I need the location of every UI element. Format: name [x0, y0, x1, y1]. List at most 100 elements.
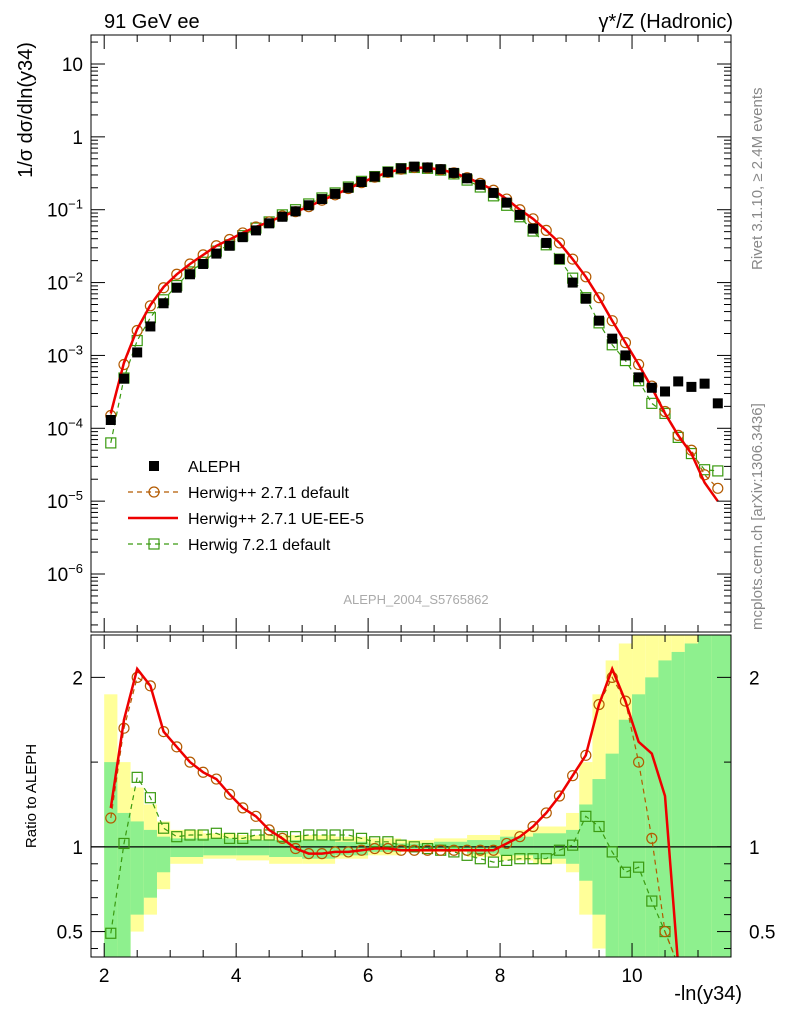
header-right: γ*/Z (Hadronic)	[599, 11, 733, 33]
main-point-aleph	[145, 321, 156, 332]
ratio-line-herwig-7-2-1-default	[110, 775, 676, 957]
ratio-y-tick-label-right: 0.5	[749, 923, 775, 944]
main-point-aleph	[264, 218, 275, 229]
x-tick-label: 10	[621, 966, 642, 987]
ratio-point-herwig-7-2-1-default	[527, 853, 539, 865]
main-point-aleph	[541, 237, 552, 248]
main-point-aleph	[712, 398, 723, 409]
main-point-herwig-2-7-1-default	[633, 358, 645, 371]
main-point-aleph	[580, 293, 591, 304]
main-point-aleph	[501, 197, 512, 208]
uncertainty-band-inner	[645, 677, 659, 957]
main-point-aleph	[343, 182, 354, 193]
ratio-point-herwig-7-2-1-default	[118, 837, 130, 850]
ratio-point-herwig-7-2-1-default	[289, 831, 302, 843]
ratio-point-herwig-2-7-1-default	[105, 812, 117, 824]
ratio-point-herwig-7-2-1-default	[316, 829, 328, 841]
main-point-aleph	[699, 378, 710, 389]
main-point-aleph	[422, 162, 433, 173]
uncertainty-band-inner	[170, 838, 204, 858]
main-point-aleph	[607, 333, 618, 344]
ratio-point-herwig-7-2-1-default	[553, 844, 566, 856]
uncertainty-band-inner	[711, 635, 731, 957]
main-point-herwig-2-7-1-default	[659, 405, 671, 418]
ratio-point-herwig-7-2-1-default	[593, 820, 605, 833]
ratio-point-herwig-2-7-1-default	[210, 773, 222, 785]
main-point-aleph	[660, 386, 671, 397]
main-point-aleph	[224, 240, 235, 251]
main-series-herwig-7-2-1-default	[105, 161, 724, 477]
ratio-point-herwig-7-2-1-default	[223, 832, 236, 844]
ratio-point-herwig-7-2-1-default	[355, 832, 368, 844]
main-point-aleph	[198, 258, 209, 269]
main-point-aleph	[554, 254, 565, 265]
main-line-herwig-2-7-1-default	[110, 166, 719, 489]
ratio-point-herwig-7-2-1-default	[540, 853, 552, 865]
ratio-point-herwig-2-7-1-default	[567, 770, 579, 782]
main-point-aleph	[303, 200, 314, 211]
uncertainty-band-inner	[698, 635, 712, 957]
ratio-point-herwig-7-2-1-default	[382, 836, 394, 848]
ratio-panel: 0.5 0.5 1 1 2 2 2 4 6 8 10 Ratio to ALEPH -ln(y34)	[23, 634, 775, 1005]
ratio-point-herwig-7-2-1-default	[369, 836, 381, 848]
ratio-y-tick-label-right: 2	[749, 668, 760, 689]
ratio-point-herwig-2-7-1-default	[197, 766, 209, 778]
legend-entry-herwig-7-2-1-default: Herwig 7.2.1 default	[128, 537, 331, 554]
main-point-herwig-2-7-1-default	[157, 282, 170, 294]
uncertainty-band-inner	[104, 762, 118, 957]
main-point-herwig-2-7-1-default	[672, 429, 684, 441]
ratio-point-herwig-7-2-1-default	[131, 771, 143, 783]
ratio-point-herwig-2-7-1-default	[157, 725, 170, 738]
main-point-herwig-2-7-1-default	[144, 300, 156, 312]
uncertainty-band-inner	[618, 719, 633, 957]
ratio-point-herwig-7-2-1-default	[105, 927, 117, 939]
ratio-series-group	[105, 665, 679, 957]
main-point-aleph	[488, 187, 499, 198]
x-tick-label: 6	[363, 966, 374, 987]
x-tick-label: 4	[231, 966, 242, 987]
main-point-aleph	[237, 232, 248, 243]
ratio-point-herwig-7-2-1-default	[250, 829, 262, 841]
legend-marker	[148, 538, 160, 550]
uncertainty-band-inner	[156, 836, 171, 873]
ratio-point-herwig-7-2-1-default	[567, 839, 579, 851]
main-point-aleph	[462, 173, 473, 184]
main-plot-frame	[90, 34, 732, 633]
main-point-herwig-7-2-1-default	[685, 447, 698, 460]
main-point-aleph	[382, 166, 393, 177]
uncertainty-band-inner	[605, 753, 619, 957]
uncertainty-band-inner	[130, 821, 144, 915]
ratio-point-herwig-2-7-1-default	[184, 756, 196, 768]
main-point-aleph	[396, 163, 407, 174]
main-y-tick-label: 1	[72, 128, 83, 149]
main-series-herwig-2-7-1-ue-ee-5	[109, 166, 719, 502]
main-y-axis-title: 1/σ dσ/dln(y34)	[15, 42, 37, 178]
ratio-point-herwig-7-2-1-default	[646, 895, 658, 907]
ratio-point-herwig-7-2-1-default	[342, 829, 354, 841]
main-point-aleph	[158, 298, 169, 309]
legend-entry-herwig-2-7-1-ue-ee-5: Herwig++ 2.7.1 UE-EE-5	[128, 511, 364, 528]
ratio-point-herwig-7-2-1-default	[606, 846, 618, 858]
ratio-point-herwig-7-2-1-default	[197, 829, 209, 841]
main-point-aleph	[409, 161, 420, 172]
main-point-aleph	[686, 381, 697, 392]
main-point-aleph	[448, 167, 459, 178]
uncertainty-band-inner	[632, 694, 646, 957]
ratio-y-tick-label-left: 2	[72, 668, 83, 689]
ratio-line-herwig-2-7-1-ue-ee-5	[109, 665, 679, 957]
ratio-point-herwig-7-2-1-default	[329, 829, 341, 841]
main-point-aleph	[277, 211, 288, 222]
legend-label: Herwig++ 2.7.1 UE-EE-5	[188, 511, 364, 528]
ratio-point-herwig-7-2-1-default	[408, 841, 420, 853]
main-point-aleph	[594, 315, 605, 326]
ratio-y-axis-title: Ratio to ALEPH	[23, 744, 40, 848]
main-point-aleph	[356, 177, 367, 188]
main-series-aleph	[105, 161, 723, 425]
main-point-aleph	[211, 248, 222, 259]
main-point-herwig-2-7-1-default	[567, 253, 579, 265]
main-point-herwig-2-7-1-default	[712, 482, 724, 494]
mcplots-label: mcplots.cern.ch [arXiv:1306.3436]	[749, 403, 766, 630]
ratio-point-herwig-7-2-1-default	[303, 829, 315, 841]
x-tick-label: 8	[495, 966, 506, 987]
